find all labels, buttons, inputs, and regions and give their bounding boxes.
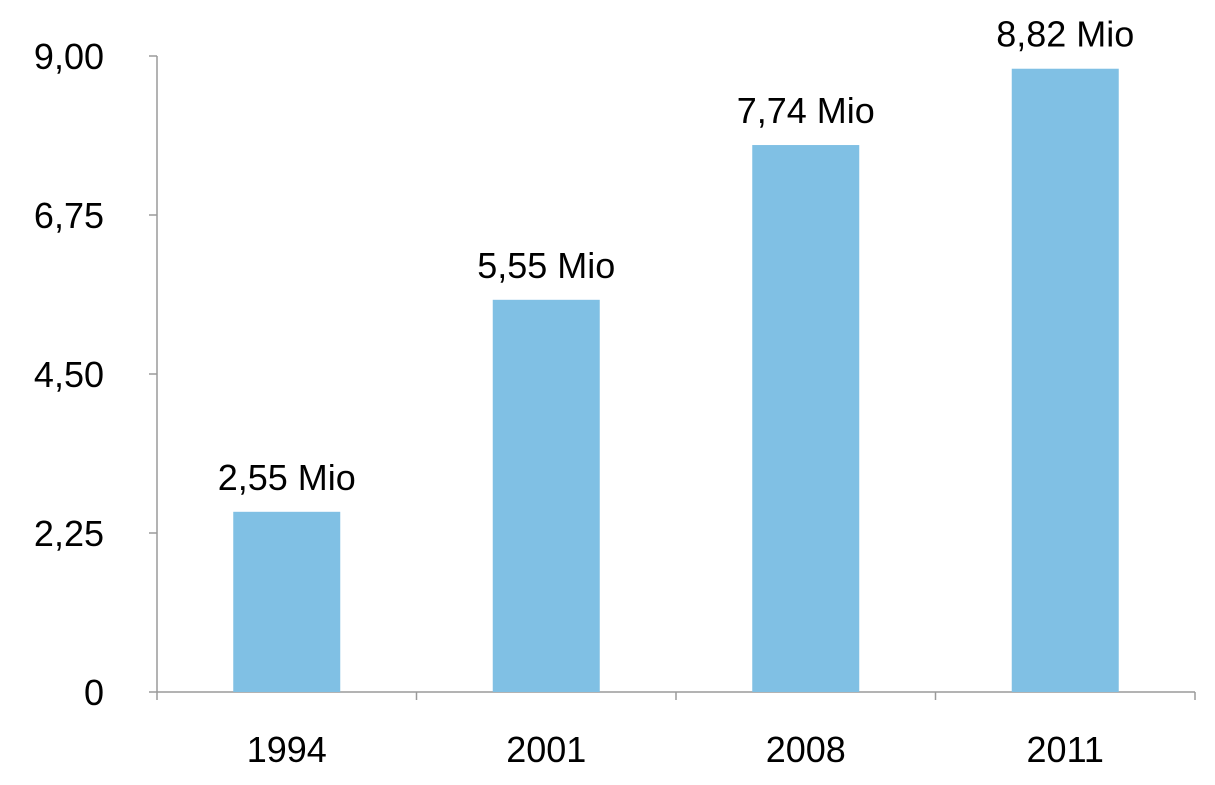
y-tick-label: 6,75 bbox=[34, 195, 104, 236]
x-tick-label: 2008 bbox=[766, 729, 846, 770]
y-tick-label: 2,25 bbox=[34, 513, 104, 554]
bar-1994 bbox=[233, 511, 341, 692]
y-tick-label: 9,00 bbox=[34, 36, 104, 77]
y-tick-label: 4,50 bbox=[34, 354, 104, 395]
bar-2008 bbox=[752, 145, 860, 693]
x-tick-label: 2001 bbox=[506, 729, 586, 770]
x-tick-label: 2011 bbox=[1027, 729, 1104, 770]
data-labels: 2,55 Mio 5,55 Mio 7,74 Mio 8,82 Mio bbox=[218, 14, 1135, 498]
data-label-2008: 7,74 Mio bbox=[737, 90, 875, 131]
data-label-1994: 2,55 Mio bbox=[218, 457, 356, 498]
bar-2011 bbox=[1011, 68, 1119, 693]
data-label-2001: 5,55 Mio bbox=[477, 245, 615, 286]
x-tick-label: 1994 bbox=[247, 729, 327, 770]
x-axis: 1994 2001 2008 2011 bbox=[156, 691, 1196, 770]
bar-2001 bbox=[492, 299, 600, 692]
data-label-2011: 8,82 Mio bbox=[996, 14, 1134, 55]
y-tick-label: 0 bbox=[84, 672, 104, 713]
y-axis: 0 2,25 4,50 6,75 9,00 bbox=[34, 36, 158, 713]
bars bbox=[233, 68, 1119, 693]
